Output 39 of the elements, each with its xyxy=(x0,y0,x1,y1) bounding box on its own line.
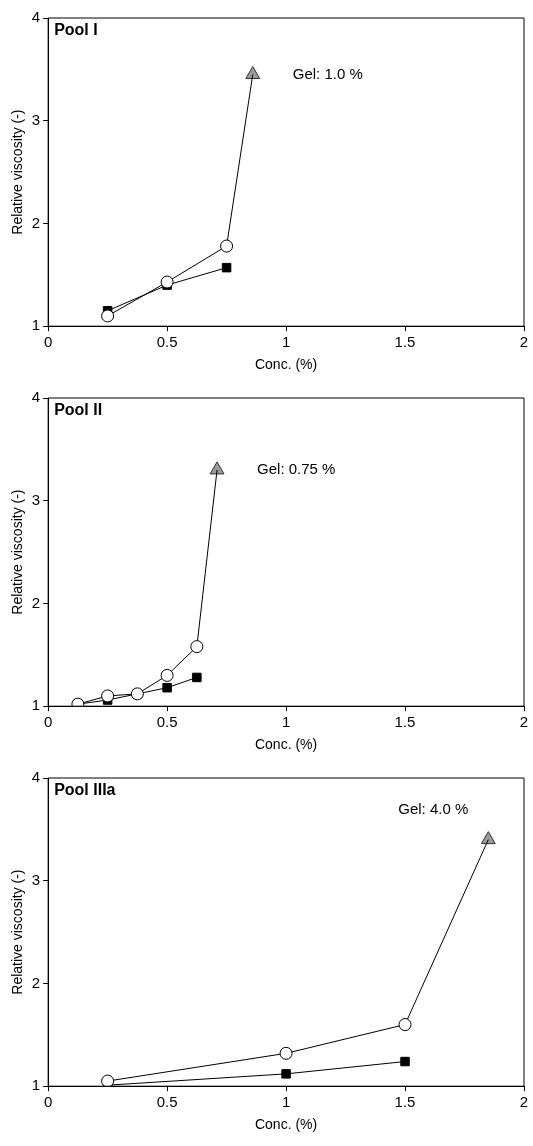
annotation: Gel: 4.0 % xyxy=(398,799,469,817)
y-tick-label: 2 xyxy=(31,973,41,991)
x-tick-label: 2 xyxy=(519,333,529,351)
y-tick-label: 4 xyxy=(31,768,41,786)
chart-title: Pool I xyxy=(54,21,98,39)
y-axis-title: Relative viscosity (-) xyxy=(9,869,26,995)
y-axis-title: Relative viscosity (-) xyxy=(9,109,26,235)
x-axis-title: Conc. (%) xyxy=(254,736,318,753)
x-tick-label: 2 xyxy=(519,713,529,731)
x-tick-label: 0 xyxy=(43,713,53,731)
y-tick-label: 3 xyxy=(31,110,41,128)
y-axis-title: Relative viscosity (-) xyxy=(9,489,26,615)
x-tick-label: 2 xyxy=(519,1093,529,1111)
x-axis-title: Conc. (%) xyxy=(254,356,318,373)
y-tick-label: 1 xyxy=(31,696,41,714)
x-tick-label: 0 xyxy=(43,333,53,351)
y-tick-label: 2 xyxy=(31,213,41,231)
y-tick-label: 3 xyxy=(31,870,41,888)
x-tick-label: 0 xyxy=(43,1093,53,1111)
y-tick-label: 2 xyxy=(31,593,41,611)
x-tick-label: 1.5 xyxy=(394,1093,416,1111)
annotation: Gel: 1.0 % xyxy=(292,64,363,82)
y-tick-label: 1 xyxy=(31,316,41,334)
y-tick-label: 1 xyxy=(31,1076,41,1094)
x-tick-label: 1 xyxy=(281,713,291,731)
annotation: Gel: 0.75 % xyxy=(257,460,336,478)
y-tick-label: 3 xyxy=(31,490,41,508)
x-tick-label: 1.5 xyxy=(394,713,416,731)
chart-title: Pool II xyxy=(54,401,103,419)
chart-title: Pool IIIa xyxy=(54,781,116,799)
x-tick-label: 0.5 xyxy=(156,1093,178,1111)
x-tick-label: 1 xyxy=(281,1093,291,1111)
y-tick-label: 4 xyxy=(31,8,41,26)
y-tick-label: 4 xyxy=(31,388,41,406)
x-tick-label: 0.5 xyxy=(156,333,178,351)
x-tick-label: 1 xyxy=(281,333,291,351)
x-axis-title: Conc. (%) xyxy=(254,1116,318,1133)
x-tick-label: 0.5 xyxy=(156,713,178,731)
x-tick-label: 1.5 xyxy=(394,333,416,351)
